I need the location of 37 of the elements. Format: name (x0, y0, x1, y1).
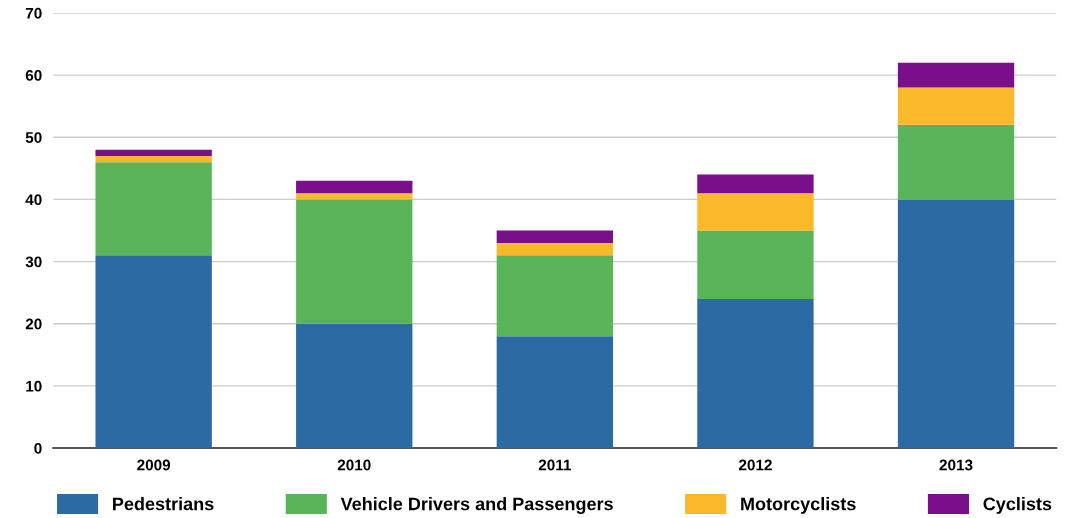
bar (697, 193, 814, 231)
y-tick-label: 0 (34, 442, 42, 454)
x-tick-label: 2009 (137, 459, 171, 471)
y-tick-label: 10 (26, 380, 42, 392)
bar (697, 298, 814, 449)
y-tick-label: 60 (25, 69, 42, 81)
bar (897, 199, 1015, 449)
bar (296, 180, 413, 194)
bar (95, 155, 212, 163)
y-tick-label: 30 (25, 256, 42, 268)
bar (296, 199, 413, 324)
bar (95, 255, 212, 449)
legend-label: Cyclists (983, 497, 1052, 514)
bar (496, 255, 614, 337)
legend-label: Pedestrians (113, 497, 214, 511)
bar (496, 230, 614, 243)
y-tick-label: 50 (25, 132, 42, 143)
bar (697, 230, 814, 299)
bar (897, 124, 1015, 200)
x-tick-label: 2012 (738, 459, 772, 471)
legend-label: Vehicle Drivers and Passengers (340, 497, 613, 514)
bar (296, 323, 413, 449)
y-tick-label: 20 (25, 318, 42, 330)
x-tick-label: 2011 (538, 459, 571, 471)
bar (496, 242, 614, 256)
bar (95, 162, 212, 256)
bar (496, 336, 614, 449)
y-tick-label: 40 (25, 194, 42, 206)
bar (95, 149, 212, 156)
bar (296, 193, 413, 200)
y-tick-label: 70 (25, 7, 42, 19)
x-tick-label: 2010 (337, 459, 371, 471)
bar (897, 87, 1015, 125)
legend-label: Motorcyclists (741, 497, 856, 514)
bar (697, 174, 814, 194)
x-tick-label: 2013 (939, 459, 973, 471)
bar (897, 62, 1015, 88)
